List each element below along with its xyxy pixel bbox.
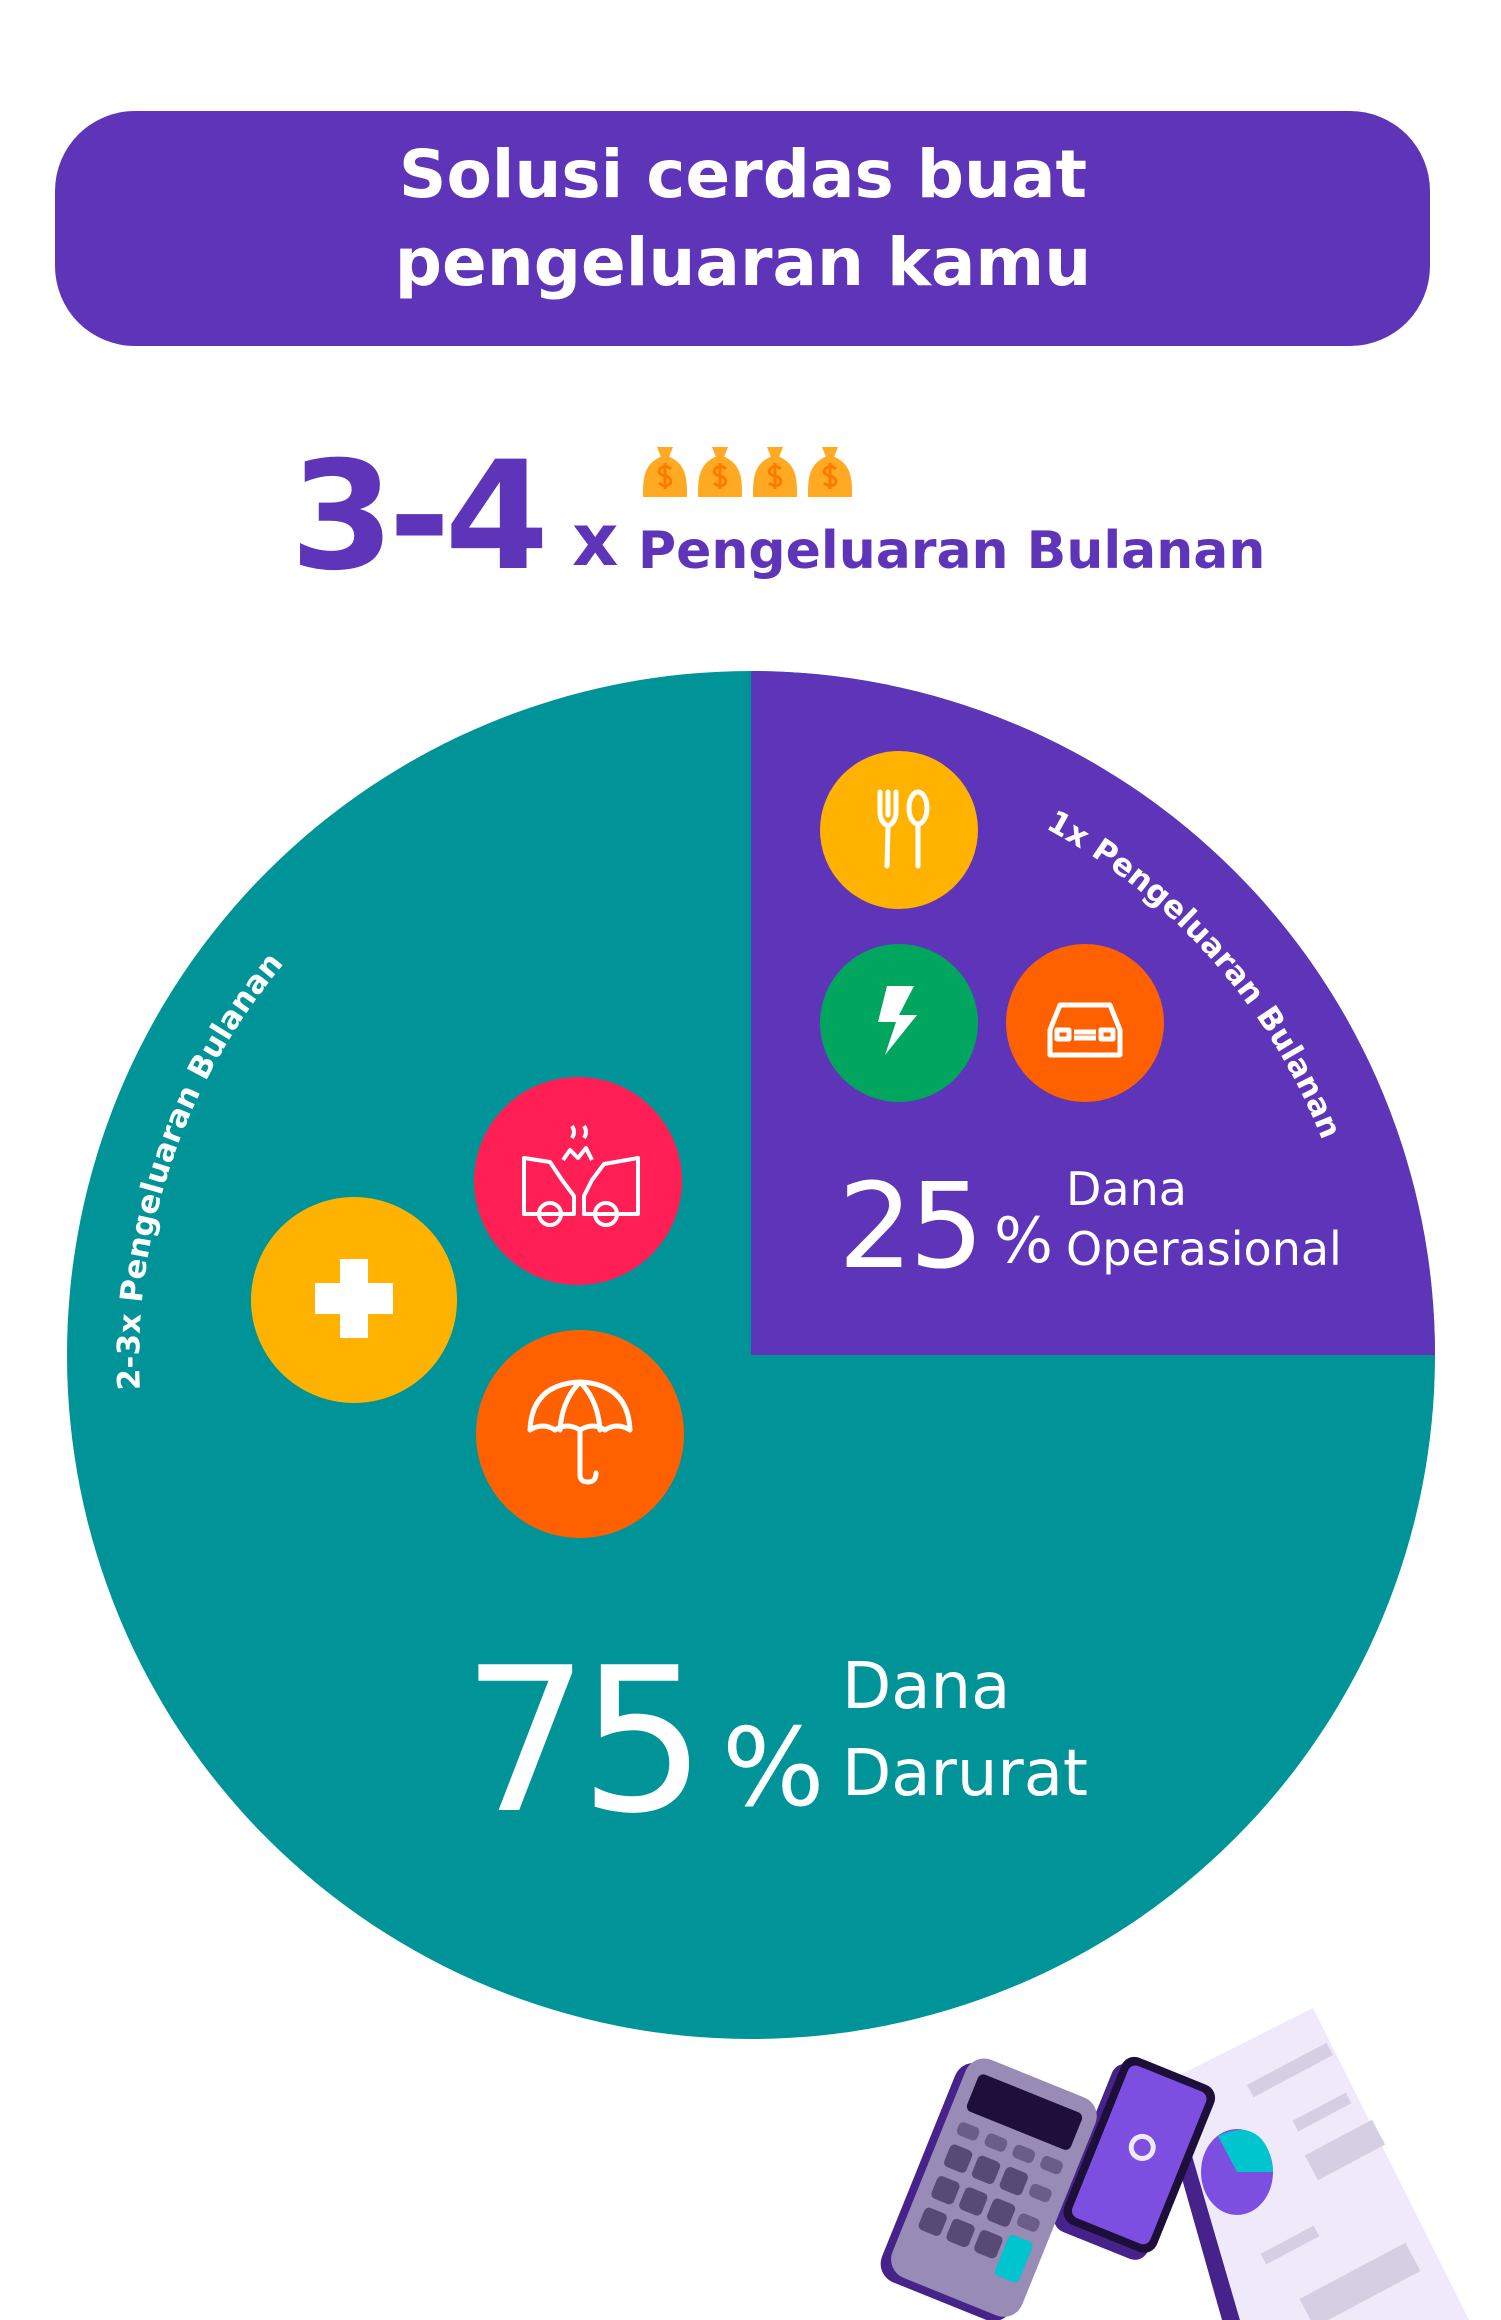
multiplier-label: Pengeluaran Bulanan [638,521,1265,581]
money-bag-icon [696,445,744,499]
phone-illustration [1054,2056,1216,2260]
money-bag-icon [806,445,854,499]
multiplier-times: x [572,498,618,582]
operasional-percent-number: 25 [838,1157,980,1295]
operasional-percent-sign: % [994,1204,1053,1277]
lightning-icon [820,944,978,1102]
multiplier-heading: 3-4 x Pengeluaran Bulanan [290,430,1265,604]
umbrella-icon [476,1330,684,1538]
header-banner: Solusi cerdas buat pengeluaran kamu [55,111,1430,346]
operasional-label-line2: Operasional [1066,1222,1342,1276]
money-bag-icon [641,445,689,499]
first-aid-icon [251,1197,457,1403]
darurat-value: 75 % Dana Darurat [462,1625,1088,1858]
car-icon [1006,944,1164,1102]
header-title-line1: Solusi cerdas buat [399,136,1087,213]
darurat-label-line2: Darurat [842,1737,1088,1811]
fork-spoon-icon [820,751,978,909]
multiplier-range: 3-4 [290,430,543,604]
header-title-line2: pengeluaran kamu [395,224,1091,301]
darurat-percent-sign: % [722,1706,825,1831]
header-background [55,111,1430,346]
darurat-label-line1: Dana [842,1650,1010,1724]
car-crash-icon [474,1077,682,1285]
pie-chart-icon [1201,2129,1273,2215]
operasional-value: 25 % Dana Operasional [838,1157,1342,1295]
darurat-percent-number: 75 [462,1625,697,1858]
money-bag-icon [751,445,799,499]
finance-illustration [880,2008,1469,2320]
calculator-illustration [880,2058,1097,2320]
operasional-label-line1: Dana [1066,1162,1187,1216]
